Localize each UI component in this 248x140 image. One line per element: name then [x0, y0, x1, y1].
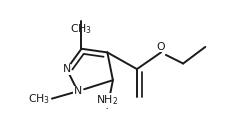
Text: NH$_2$: NH$_2$ — [96, 93, 118, 107]
Text: CH$_3$: CH$_3$ — [70, 22, 93, 36]
Text: O: O — [157, 42, 165, 52]
Text: CH$_3$: CH$_3$ — [28, 92, 50, 106]
Text: N: N — [62, 64, 71, 74]
Text: N: N — [74, 86, 82, 96]
